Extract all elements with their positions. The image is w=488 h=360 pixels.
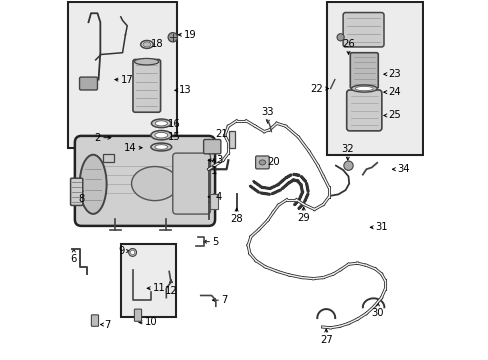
Text: 6: 6 [70, 253, 77, 264]
Text: 27: 27 [319, 335, 332, 345]
Ellipse shape [151, 143, 171, 151]
Bar [229, 131, 235, 148]
Text: 16: 16 [167, 120, 180, 129]
Ellipse shape [155, 121, 167, 126]
Text: 9: 9 [118, 246, 124, 256]
Circle shape [128, 248, 136, 256]
Ellipse shape [142, 42, 151, 47]
Text: 25: 25 [387, 111, 400, 121]
Ellipse shape [351, 85, 376, 92]
Text: 8: 8 [79, 194, 84, 204]
Bar [326, 3, 422, 155]
Text: 21: 21 [215, 129, 228, 139]
Bar [121, 244, 175, 317]
Text: 29: 29 [297, 213, 309, 223]
Text: 23: 23 [387, 69, 400, 79]
Text: 19: 19 [183, 30, 196, 40]
Text: 31: 31 [375, 222, 387, 232]
Text: 34: 34 [396, 164, 408, 174]
Text: 7: 7 [104, 320, 111, 329]
Ellipse shape [355, 86, 372, 91]
FancyBboxPatch shape [203, 139, 221, 154]
FancyBboxPatch shape [172, 153, 210, 214]
FancyBboxPatch shape [134, 309, 142, 321]
Ellipse shape [131, 167, 178, 201]
Circle shape [336, 34, 344, 41]
Text: 5: 5 [212, 237, 218, 247]
Text: 10: 10 [144, 318, 157, 327]
Text: 11: 11 [152, 283, 165, 293]
Text: 32: 32 [341, 144, 353, 154]
Ellipse shape [134, 58, 159, 65]
FancyBboxPatch shape [255, 156, 269, 169]
Text: 26: 26 [342, 39, 354, 49]
Text: 13: 13 [179, 85, 191, 95]
Text: 20: 20 [267, 157, 280, 167]
FancyBboxPatch shape [343, 13, 383, 47]
FancyBboxPatch shape [133, 59, 160, 112]
Circle shape [130, 250, 135, 255]
Text: 22: 22 [310, 84, 323, 94]
Text: 24: 24 [387, 87, 400, 97]
Ellipse shape [155, 145, 167, 149]
FancyBboxPatch shape [80, 77, 97, 90]
Ellipse shape [151, 131, 171, 140]
FancyBboxPatch shape [70, 178, 82, 206]
FancyBboxPatch shape [75, 136, 215, 226]
Circle shape [343, 161, 352, 170]
Circle shape [168, 33, 177, 42]
Bar [210, 194, 218, 210]
Text: 15: 15 [167, 132, 180, 142]
Text: 18: 18 [150, 40, 163, 49]
Text: 7: 7 [221, 295, 227, 305]
Ellipse shape [151, 119, 171, 128]
Text: 33: 33 [261, 107, 273, 117]
FancyBboxPatch shape [349, 53, 378, 89]
Ellipse shape [80, 155, 106, 214]
Bar [68, 3, 177, 148]
Text: 2: 2 [95, 133, 101, 143]
Text: 14: 14 [124, 143, 137, 153]
Bar [102, 154, 113, 162]
Text: 30: 30 [371, 309, 384, 318]
Text: 17: 17 [121, 75, 133, 85]
FancyBboxPatch shape [346, 90, 381, 131]
Text: 12: 12 [164, 286, 177, 296]
Ellipse shape [259, 160, 265, 165]
Text: 4: 4 [215, 192, 222, 202]
Text: 1: 1 [210, 166, 217, 176]
Text: 3: 3 [215, 155, 222, 165]
FancyBboxPatch shape [91, 315, 99, 326]
Ellipse shape [155, 132, 167, 138]
Text: 28: 28 [230, 214, 243, 224]
